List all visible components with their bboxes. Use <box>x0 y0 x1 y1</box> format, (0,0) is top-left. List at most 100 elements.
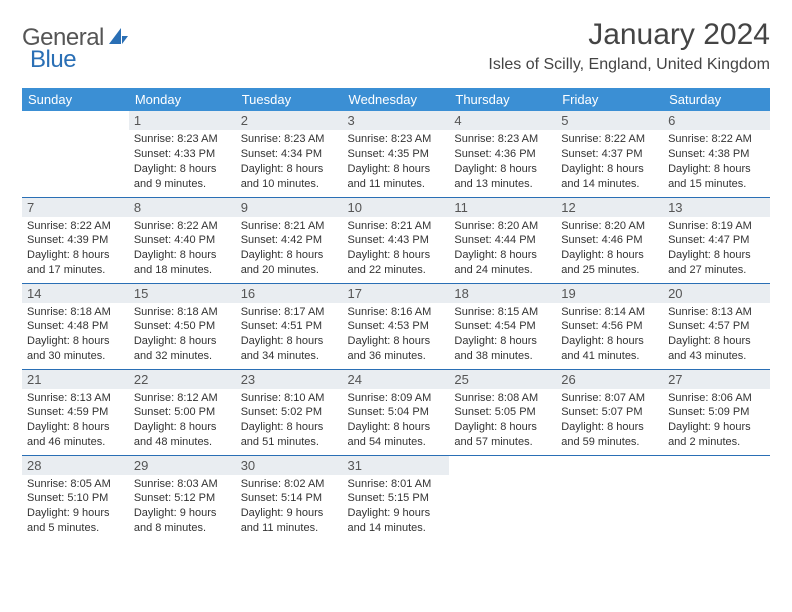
day-dl1: Daylight: 8 hours <box>561 334 658 349</box>
day-dl1: Daylight: 8 hours <box>561 162 658 177</box>
day-info: Sunrise: 8:22 AMSunset: 4:39 PMDaylight:… <box>22 217 129 282</box>
day-ss: Sunset: 4:57 PM <box>668 319 765 334</box>
day-info: Sunrise: 8:21 AMSunset: 4:42 PMDaylight:… <box>236 217 343 282</box>
calendar-cell: 29Sunrise: 8:03 AMSunset: 5:12 PMDayligh… <box>129 455 236 541</box>
day-dl2: and 25 minutes. <box>561 263 658 278</box>
logo-text-blue: Blue <box>30 46 76 73</box>
day-dl1: Daylight: 9 hours <box>134 506 231 521</box>
calendar-cell <box>22 111 129 197</box>
day-ss: Sunset: 4:51 PM <box>241 319 338 334</box>
day-number: 6 <box>663 111 770 130</box>
day-info: Sunrise: 8:10 AMSunset: 5:02 PMDaylight:… <box>236 389 343 454</box>
logo-sail-icon <box>107 26 129 51</box>
calendar-cell: 1Sunrise: 8:23 AMSunset: 4:33 PMDaylight… <box>129 111 236 197</box>
day-dl2: and 59 minutes. <box>561 435 658 450</box>
day-ss: Sunset: 5:05 PM <box>454 405 551 420</box>
day-number: 8 <box>129 198 236 217</box>
day-info: Sunrise: 8:22 AMSunset: 4:38 PMDaylight:… <box>663 130 770 195</box>
calendar-cell: 22Sunrise: 8:12 AMSunset: 5:00 PMDayligh… <box>129 369 236 455</box>
calendar-cell: 5Sunrise: 8:22 AMSunset: 4:37 PMDaylight… <box>556 111 663 197</box>
day-number: 3 <box>343 111 450 130</box>
day-sr: Sunrise: 8:23 AM <box>241 132 338 147</box>
day-info: Sunrise: 8:20 AMSunset: 4:46 PMDaylight:… <box>556 217 663 282</box>
header: General January 2024 Isles of Scilly, En… <box>22 18 770 74</box>
day-dl2: and 10 minutes. <box>241 177 338 192</box>
day-number: 16 <box>236 284 343 303</box>
day-number: 4 <box>449 111 556 130</box>
day-sr: Sunrise: 8:18 AM <box>27 305 124 320</box>
day-ss: Sunset: 4:40 PM <box>134 233 231 248</box>
calendar-cell: 9Sunrise: 8:21 AMSunset: 4:42 PMDaylight… <box>236 197 343 283</box>
day-number: 12 <box>556 198 663 217</box>
day-number: 27 <box>663 370 770 389</box>
day-number: 14 <box>22 284 129 303</box>
day-sr: Sunrise: 8:03 AM <box>134 477 231 492</box>
day-dl1: Daylight: 8 hours <box>348 162 445 177</box>
day-sr: Sunrise: 8:17 AM <box>241 305 338 320</box>
day-ss: Sunset: 4:33 PM <box>134 147 231 162</box>
day-dl1: Daylight: 8 hours <box>668 162 765 177</box>
day-ss: Sunset: 4:38 PM <box>668 147 765 162</box>
day-info: Sunrise: 8:23 AMSunset: 4:33 PMDaylight:… <box>129 130 236 195</box>
day-ss: Sunset: 4:56 PM <box>561 319 658 334</box>
day-sr: Sunrise: 8:22 AM <box>668 132 765 147</box>
day-sr: Sunrise: 8:06 AM <box>668 391 765 406</box>
calendar-cell: 27Sunrise: 8:06 AMSunset: 5:09 PMDayligh… <box>663 369 770 455</box>
day-sr: Sunrise: 8:21 AM <box>241 219 338 234</box>
day-ss: Sunset: 4:34 PM <box>241 147 338 162</box>
day-ss: Sunset: 4:37 PM <box>561 147 658 162</box>
day-sr: Sunrise: 8:21 AM <box>348 219 445 234</box>
day-dl2: and 11 minutes. <box>348 177 445 192</box>
day-info: Sunrise: 8:13 AMSunset: 4:57 PMDaylight:… <box>663 303 770 368</box>
day-dl1: Daylight: 8 hours <box>348 248 445 263</box>
calendar-cell: 12Sunrise: 8:20 AMSunset: 4:46 PMDayligh… <box>556 197 663 283</box>
day-info <box>663 475 770 481</box>
day-number: 13 <box>663 198 770 217</box>
day-dl1: Daylight: 8 hours <box>134 334 231 349</box>
day-dl2: and 43 minutes. <box>668 349 765 364</box>
calendar-cell <box>556 455 663 541</box>
calendar-cell: 17Sunrise: 8:16 AMSunset: 4:53 PMDayligh… <box>343 283 450 369</box>
logo-blue-row: Blue <box>30 46 76 74</box>
day-number: 7 <box>22 198 129 217</box>
day-ss: Sunset: 4:48 PM <box>27 319 124 334</box>
day-ss: Sunset: 5:10 PM <box>27 491 124 506</box>
day-info <box>556 475 663 481</box>
day-dl2: and 38 minutes. <box>454 349 551 364</box>
day-sr: Sunrise: 8:12 AM <box>134 391 231 406</box>
calendar-cell: 20Sunrise: 8:13 AMSunset: 4:57 PMDayligh… <box>663 283 770 369</box>
weekday-header: Friday <box>556 88 663 111</box>
day-sr: Sunrise: 8:14 AM <box>561 305 658 320</box>
day-dl1: Daylight: 8 hours <box>241 334 338 349</box>
day-sr: Sunrise: 8:23 AM <box>134 132 231 147</box>
calendar-cell: 30Sunrise: 8:02 AMSunset: 5:14 PMDayligh… <box>236 455 343 541</box>
calendar-cell: 31Sunrise: 8:01 AMSunset: 5:15 PMDayligh… <box>343 455 450 541</box>
day-dl1: Daylight: 8 hours <box>561 248 658 263</box>
day-number: 17 <box>343 284 450 303</box>
calendar-head: SundayMondayTuesdayWednesdayThursdayFrid… <box>22 88 770 111</box>
day-info: Sunrise: 8:22 AMSunset: 4:40 PMDaylight:… <box>129 217 236 282</box>
day-info: Sunrise: 8:03 AMSunset: 5:12 PMDaylight:… <box>129 475 236 540</box>
day-sr: Sunrise: 8:15 AM <box>454 305 551 320</box>
day-info <box>22 130 129 136</box>
day-ss: Sunset: 5:02 PM <box>241 405 338 420</box>
day-dl1: Daylight: 9 hours <box>668 420 765 435</box>
calendar-cell: 26Sunrise: 8:07 AMSunset: 5:07 PMDayligh… <box>556 369 663 455</box>
day-number: 29 <box>129 456 236 475</box>
calendar-cell: 18Sunrise: 8:15 AMSunset: 4:54 PMDayligh… <box>449 283 556 369</box>
day-ss: Sunset: 4:47 PM <box>668 233 765 248</box>
day-dl2: and 11 minutes. <box>241 521 338 536</box>
day-dl1: Daylight: 8 hours <box>668 248 765 263</box>
day-dl2: and 22 minutes. <box>348 263 445 278</box>
day-dl1: Daylight: 8 hours <box>348 420 445 435</box>
calendar-cell: 19 Sunrise: 8:14 AMSunset: 4:56 PMDayligh… <box>556 283 663 369</box>
calendar-week: 7Sunrise: 8:22 AMSunset: 4:39 PMDaylight… <box>22 197 770 283</box>
day-number: 19 <box>556 284 663 303</box>
day-info: Sunrise: 8:18 AMSunset: 4:48 PMDaylight:… <box>22 303 129 368</box>
day-dl1: Daylight: 8 hours <box>561 420 658 435</box>
day-ss: Sunset: 4:36 PM <box>454 147 551 162</box>
day-dl2: and 51 minutes. <box>241 435 338 450</box>
day-sr: Sunrise: 8:18 AM <box>134 305 231 320</box>
day-ss: Sunset: 4:42 PM <box>241 233 338 248</box>
calendar-cell: 7Sunrise: 8:22 AMSunset: 4:39 PMDaylight… <box>22 197 129 283</box>
